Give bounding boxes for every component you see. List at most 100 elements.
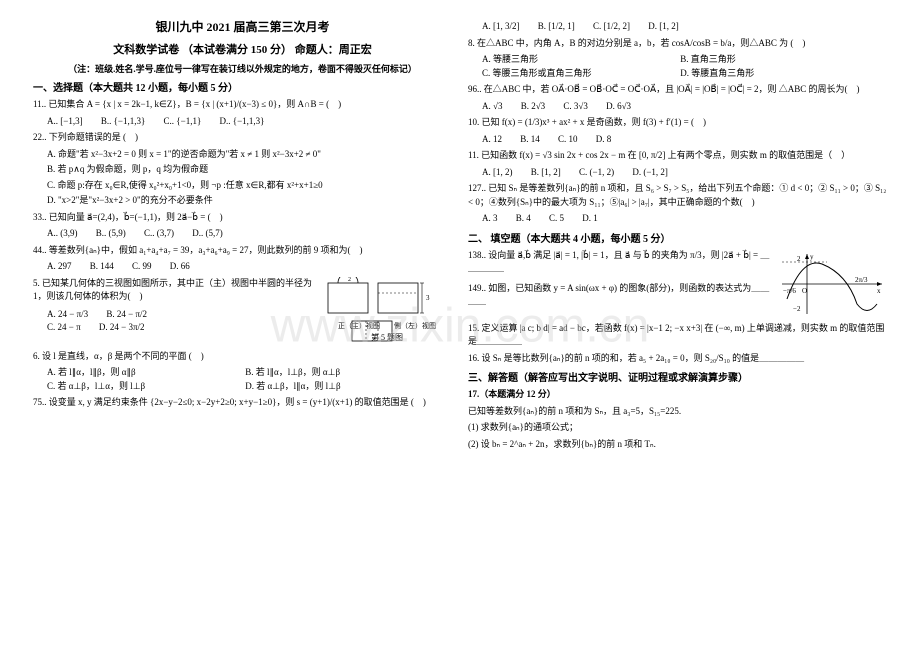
q7-opt-a: A. [1, 3/2] (482, 20, 520, 34)
question-7: 75.. 设变量 x, y 满足约束条件 {2x−y−2≤0; x−2y+2≥0… (33, 396, 452, 410)
svg-text:−2: −2 (793, 305, 801, 313)
section-2-head: 二、 填空题（本大题共 4 小题，每小题 5 分） (468, 230, 887, 245)
question-11: 11. 已知函数 f(x) = √3 sin 2x + cos 2x − m 在… (468, 149, 887, 163)
question-3-opts: A.. (3,9) B.. (5,9) C.. (3,7) D.. (5,7) (47, 227, 452, 241)
q9-opt-a: A. √3 (482, 100, 502, 114)
question-1-opts: A.. [−1,3] B.. {−1,1,3} C.. {−1,1} D.. {… (47, 115, 452, 129)
q1-opt-b: B.. {−1,1,3} (101, 115, 145, 129)
q7-opt-b: B. [1/2, 1] (538, 20, 575, 34)
question-4: 44.. 等差数列{aₙ}中，假如 a₁+a₄+a₇ = 39，a₃+a₆+a₉… (33, 244, 452, 258)
question-13-14-block: 2 −π/6 2π/3 −2 x y O 138.. 设向量 a⃗,b⃗ 满足 … (468, 249, 887, 319)
q8-opt-a: A. 等腰三角形 (482, 53, 662, 67)
question-3: 33.. 已知向量 a⃗=(2,4)，b⃗=(−1,1)，则 2a⃗−b⃗ = … (33, 211, 452, 225)
q4-opt-b: B. 144 (90, 260, 114, 274)
q7-opt-d: D. [1, 2] (648, 20, 679, 34)
q1-opt-d: D.. {−1,1,3} (220, 115, 265, 129)
svg-text:O: O (802, 287, 807, 295)
q4-opt-a: A. 297 (47, 260, 72, 274)
three-view-figure: 3 2 4 正（主）视图 侧（左）视图 第 5 题图 (322, 277, 452, 347)
q7-opt-c: C. [1/2, 2] (593, 20, 630, 34)
q5-opt-c: C. 24 − π (47, 321, 81, 335)
sine-figure: 2 −π/6 2π/3 −2 x y O (777, 249, 887, 319)
q3-opt-c: C.. (3,7) (144, 227, 174, 241)
question-4-opts: A. 297 B. 144 C. 99 D. 66 (47, 260, 452, 274)
svg-text:y: y (810, 253, 814, 261)
question-5-text: 5. 已知某几何体的三视图如图所示，其中正（主）视图中半圆的半径为 1，则该几何… (33, 278, 312, 302)
question-5-block: 3 2 4 正（主）视图 侧（左）视图 第 5 题图 5. 已知某几何体的三视图… (33, 277, 452, 347)
question-12-opts: A. 3 B. 4 C. 5 D. 1 (482, 212, 887, 226)
q3-opt-a: A.. (3,9) (47, 227, 78, 241)
q4-opt-d: D. 66 (170, 260, 190, 274)
q6-opt-b: B. 若 l∥α，l⊥β，则 α⊥β (245, 366, 340, 380)
svg-text:3: 3 (426, 294, 430, 302)
q8-opt-d: D. 等腰直角三角形 (680, 67, 754, 81)
q8-opt-b: B. 直角三角形 (680, 53, 736, 67)
q2-opt-a: A. 命题"若 x²−3x+2 = 0 则 x = 1"的逆否命题为"若 x ≠… (47, 148, 452, 162)
question-6-opts: A. 若 l∥α，l∥β，则 α∥β B. 若 l∥α，l⊥β，则 α⊥β C.… (47, 366, 452, 393)
svg-text:−π/6: −π/6 (783, 287, 796, 295)
q10-opt-c: C. 10 (558, 133, 578, 147)
sub-title: 文科数学试卷 （本试卷满分 150 分） 命题人：周正宏 (33, 41, 452, 57)
q6-opt-d: D. 若 α⊥β，l∥α，则 l⊥β (245, 380, 340, 394)
question-8-opts: A. 等腰三角形 B. 直角三角形 C. 等腰三角形或直角三角形 D. 等腰直角… (482, 53, 887, 80)
q11-opt-c: C. (−1, 2) (579, 166, 614, 180)
svg-text:2π/3: 2π/3 (855, 276, 868, 284)
svg-text:x: x (877, 287, 881, 295)
left-column: 银川九中 2021 届高三第三次月考 文科数学试卷 （本试卷满分 150 分） … (25, 18, 460, 454)
q2-opt-c: C. 命题 p:存在 x₀∈R,使得 x₀²+x₀+1<0，则 ¬p :任意 x… (47, 179, 452, 193)
q9-opt-c: C. 3√3 (563, 100, 587, 114)
q6-opt-a: A. 若 l∥α，l∥β，则 α∥β (47, 366, 227, 380)
question-17-part2: (2) 设 bₙ = 2^aₙ + 2n，求数列{bₙ}的前 n 项和 Tₙ. (468, 438, 887, 452)
q11-opt-b: B. [1, 2] (531, 166, 561, 180)
svg-text:2: 2 (797, 255, 801, 263)
q1-opt-c: C.. {−1,1} (164, 115, 202, 129)
q8-opt-c: C. 等腰三角形或直角三角形 (482, 67, 662, 81)
q5-opt-a: A. 24 − π/3 (47, 308, 88, 322)
q10-opt-a: A. 12 (482, 133, 502, 147)
q5-opt-d: D. 24 − 3π/2 (99, 321, 145, 335)
q4-opt-c: C. 99 (132, 260, 152, 274)
question-15: 15. 定义运算 |a c; b d| = ad − bc，若函数 f(x) =… (468, 322, 887, 349)
q1-opt-a: A.. [−1,3] (47, 115, 83, 129)
q9-opt-d: D. 6√3 (606, 100, 631, 114)
q12-opt-a: A. 3 (482, 212, 498, 226)
q11-opt-d: D. (−1, 2] (632, 166, 668, 180)
q2-opt-b: B. 若 p∧q 为假命题，则 p，q 均为假命题 (47, 163, 452, 177)
question-16: 16. 设 Sₙ 是等比数列{aₙ}的前 n 项的和，若 a₅ + 2a₁₀ =… (468, 352, 887, 366)
question-7-opts: A. [1, 3/2] B. [1/2, 1] C. [1/2, 2] D. [… (482, 20, 887, 34)
q2-opt-d: D. "x>2"是"x²−3x+2 > 0"的充分不必要条件 (47, 194, 452, 208)
q5-opt-b: B. 24 − π/2 (106, 308, 147, 322)
q10-opt-d: D. 8 (596, 133, 612, 147)
sine-svg: 2 −π/6 2π/3 −2 x y O (777, 249, 887, 319)
q3-opt-b: B.. (5,9) (96, 227, 126, 241)
q12-opt-b: B. 4 (516, 212, 531, 226)
fig5-top-label: 正（主）视图 侧（左）视图 (322, 321, 452, 332)
q11-opt-a: A. [1, 2) (482, 166, 513, 180)
q10-opt-b: B. 14 (520, 133, 540, 147)
question-17-head: 17.（本题满分 12 分） (468, 388, 887, 402)
exam-note: （注：班级.姓名.学号.座位号一律写在装订线以外规定的地方，卷面不得毁灭任何标记… (33, 62, 452, 75)
question-10: 10. 已知 f(x) = (1/3)x³ + ax² + x 是奇函数，则 f… (468, 116, 887, 130)
question-8: 8. 在△ABC 中，内角 A，B 的对边分别是 a，b，若 cosA/cosB… (468, 37, 887, 51)
question-6: 6. 设 l 是直线，α，β 是两个不同的平面 ( ) (33, 350, 452, 364)
right-column: A. [1, 3/2] B. [1/2, 1] C. [1/2, 2] D. [… (460, 18, 895, 454)
q6-opt-c: C. 若 α⊥β，l⊥α，则 l⊥β (47, 380, 227, 394)
question-1: 11.. 已知集合 A = {x | x = 2k−1, k∈Z}，B = {x… (33, 98, 452, 112)
exam-page: 银川九中 2021 届高三第三次月考 文科数学试卷 （本试卷满分 150 分） … (0, 0, 920, 472)
q3-opt-d: D.. (5,7) (192, 227, 223, 241)
svg-text:2: 2 (348, 277, 351, 283)
question-11-opts: A. [1, 2) B. [1, 2] C. (−1, 2) D. (−1, 2… (482, 166, 887, 180)
question-9: 96.. 在△ABC 中，若 OA⃗·OB⃗ = OB⃗·OC⃗ = OC⃗·O… (468, 83, 887, 97)
question-10-opts: A. 12 B. 14 C. 10 D. 8 (482, 133, 887, 147)
question-12: 127.. 已知 Sₙ 是等差数列{aₙ}的前 n 项和，且 S₆ > S₇ >… (468, 182, 887, 209)
question-2: 22.. 下列命题错误的是 ( ) (33, 131, 452, 145)
question-17-body: 已知等差数列{aₙ}的前 n 项和为 Sₙ，且 a₃=5，S₁₅=225. (468, 405, 887, 419)
section-1-head: 一、选择题（本大题共 12 小题，每小题 5 分） (33, 79, 452, 94)
question-9-opts: A. √3 B. 2√3 C. 3√3 D. 6√3 (482, 100, 887, 114)
q12-opt-c: C. 5 (549, 212, 564, 226)
main-title: 银川九中 2021 届高三第三次月考 (33, 18, 452, 35)
q12-opt-d: D. 1 (582, 212, 598, 226)
section-3-head: 三、解答题（解答应写出文字说明、证明过程或求解演算步骤） (468, 369, 887, 384)
question-17-part1: (1) 求数列{aₙ}的通项公式； (468, 421, 887, 435)
q9-opt-b: B. 2√3 (521, 100, 545, 114)
